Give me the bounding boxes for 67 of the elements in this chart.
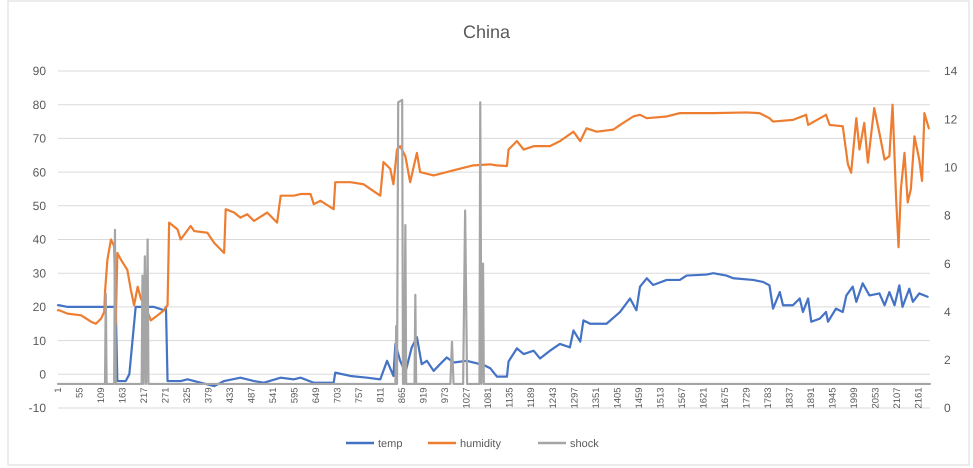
x-tick-label: 109 (96, 387, 108, 404)
x-tick-label: 271 (160, 387, 172, 404)
legend-label: temp (378, 438, 402, 450)
y-tick-label: 10 (32, 334, 46, 348)
x-tick-label: 1945 (827, 387, 838, 409)
x-tick-label: 325 (182, 387, 194, 404)
x-tick-label: 1621 (698, 387, 710, 409)
legend-label: humidity (460, 438, 502, 450)
x-tick-label: 757 (354, 387, 366, 404)
line-series (56, 272, 929, 388)
x-tick-label: 1189 (526, 387, 538, 408)
x-tick-label: 217 (139, 387, 150, 404)
line-series (56, 104, 930, 327)
x-tick-label: 2053 (870, 387, 882, 409)
y-tick-label: 50 (32, 199, 46, 213)
y2-tick-label: 6 (944, 256, 951, 271)
x-tick-label: 1243 (548, 387, 559, 409)
x-tick-label: 1675 (720, 387, 731, 409)
x-tick-label: 595 (290, 387, 301, 404)
x-tick-label: 55 (74, 387, 86, 398)
y2-tick-label: 10 (944, 160, 958, 174)
y-tick-label: 60 (32, 165, 46, 180)
x-tick-label: 1351 (590, 387, 602, 409)
x-tick-label: 811 (376, 387, 387, 403)
y2-tick-label: 2 (944, 353, 951, 368)
x-tick-label: 973 (440, 387, 452, 404)
y-tick-label: 80 (32, 98, 46, 112)
x-tick-label: 1459 (634, 387, 645, 409)
x-tick-label: 1837 (784, 387, 796, 409)
x-tick-label: 433 (225, 387, 236, 404)
line-series (56, 98, 932, 386)
x-tick-label: 1729 (741, 387, 752, 409)
y-tick-label: 40 (32, 232, 46, 247)
x-tick-label: 2107 (892, 387, 903, 409)
x-tick-label: 1783 (762, 387, 774, 409)
x-tick-label: 649 (311, 387, 322, 404)
x-tick-label: 1513 (655, 387, 666, 409)
y-tick-label: -10 (28, 401, 46, 416)
y-tick-label: 0 (39, 368, 46, 382)
y2-tick-label: 4 (944, 304, 951, 319)
x-tick-label: 487 (246, 387, 258, 404)
y-tick-label: 70 (32, 132, 46, 146)
x-tick-label: 1999 (848, 387, 860, 409)
x-tick-label: 2161 (913, 387, 924, 409)
x-tick-label: 1027 (462, 387, 473, 409)
chart-title: China (462, 22, 512, 42)
x-tick-label: 1297 (569, 387, 580, 409)
y2-tick-label: 12 (944, 112, 958, 126)
x-tick-label: 1081 (483, 387, 494, 409)
x-tick-label: 163 (118, 387, 129, 404)
x-tick-label: 703 (332, 387, 344, 404)
x-tick-label: 865 (397, 387, 408, 404)
y-tick-label: 30 (32, 266, 46, 280)
y2-tick-label: 0 (944, 401, 951, 416)
x-tick-label: 1567 (676, 387, 688, 409)
x-tick-label: 1405 (612, 387, 624, 409)
x-tick-label: 1 (53, 387, 64, 393)
y-tick-label: 20 (32, 300, 46, 314)
x-tick-label: 379 (204, 387, 215, 404)
legend-label: shock (570, 438, 600, 450)
y2-tick-label: 14 (944, 64, 958, 78)
y-tick-label: 90 (32, 64, 46, 78)
x-tick-label: 1135 (504, 387, 516, 408)
x-tick-label: 541 (268, 387, 280, 404)
x-tick-label: 919 (418, 387, 430, 404)
y2-tick-label: 8 (944, 208, 951, 223)
x-tick-label: 1891 (806, 387, 817, 409)
